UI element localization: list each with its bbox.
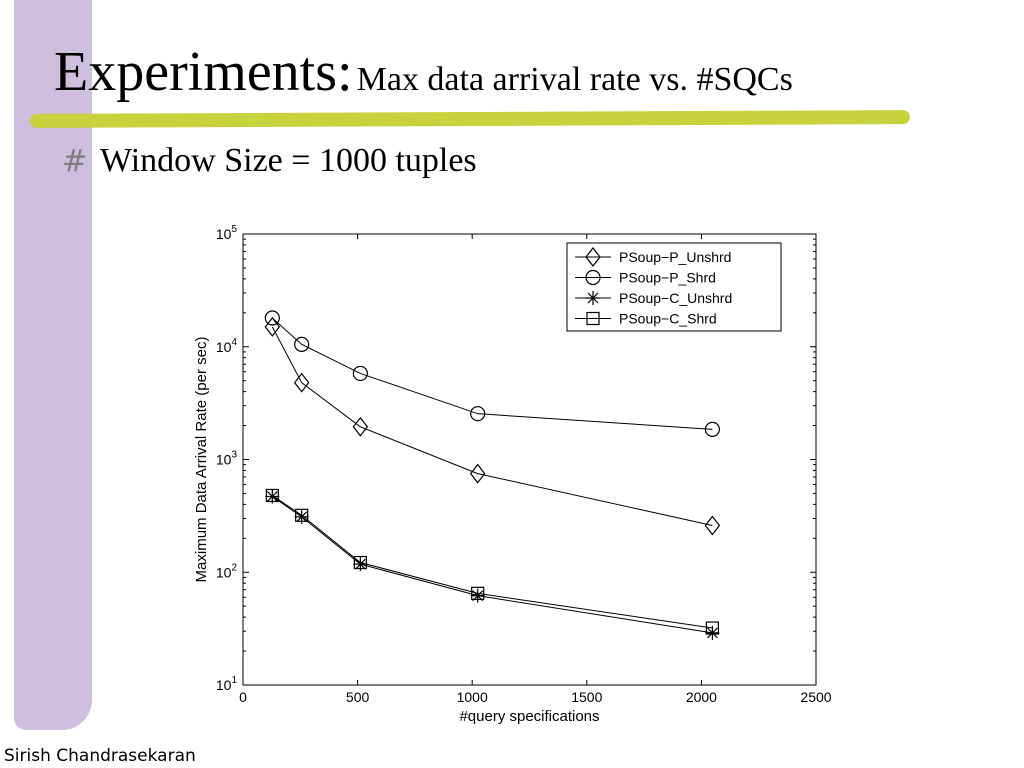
- y-tick-label: 104: [216, 337, 238, 355]
- data-point: [294, 336, 310, 352]
- data-point: [353, 557, 368, 572]
- data-point: [293, 372, 310, 393]
- y-tick-label: 102: [216, 562, 238, 580]
- legend-marker: [585, 269, 601, 286]
- x-tick-label: 500: [346, 689, 370, 705]
- legend-marker: [586, 291, 600, 305]
- data-point: [470, 406, 486, 422]
- legend-label: PSoup−C_Shrd: [619, 311, 717, 327]
- data-point: [295, 508, 309, 522]
- bullet-item: # Window Size = 1000 tuples: [62, 142, 477, 180]
- series-line-1: [271, 326, 713, 526]
- legend-marker: [585, 247, 601, 267]
- data-point: [352, 416, 369, 437]
- data-point: [705, 621, 720, 635]
- series-line-2: [272, 317, 713, 430]
- data-point: [294, 509, 309, 524]
- data-point: [704, 421, 721, 437]
- slide-title: Experiments: Max data arrival rate vs. #…: [54, 40, 793, 104]
- title-subtitle: Max data arrival rate vs. #SQCs: [356, 61, 793, 98]
- data-point: [469, 463, 486, 484]
- legend-box: [566, 242, 782, 332]
- x-tick-label: 2000: [686, 689, 717, 705]
- data-point: [705, 625, 720, 640]
- title-main: Experiments:: [54, 41, 353, 103]
- x-tick-label: 2500: [800, 689, 831, 705]
- chart-svg: 0 500 1000 1500 2000 2500 101 102 103 104 105 #quer…: [193, 224, 832, 725]
- footer-author: Sirish Chandrasekaran: [4, 746, 196, 766]
- hash-bullet-icon: #: [62, 144, 88, 179]
- title-underline: [29, 110, 911, 128]
- x-tick-label: 1500: [571, 689, 602, 705]
- data-point: [265, 489, 280, 504]
- data-point: [470, 588, 485, 603]
- data-point: [265, 488, 279, 503]
- data-point: [264, 310, 280, 326]
- data-point: [352, 365, 368, 382]
- legend-label: PSoup−P_Shrd: [619, 270, 716, 286]
- bullet-text: Window Size = 1000 tuples: [100, 142, 477, 179]
- legend-label: PSoup−P_Unshrd: [619, 249, 731, 265]
- y-tick-label: 105: [216, 224, 238, 242]
- legend-label: PSoup−C_Unshrd: [619, 290, 732, 306]
- y-axis-label: Maximum Data Arrival Rate (per sec): [193, 337, 210, 583]
- x-tick-label: 1000: [457, 689, 488, 705]
- legend-marker: [586, 311, 600, 326]
- data-point: [353, 555, 367, 570]
- series-line-4: [272, 495, 713, 629]
- chart: 0 500 1000 1500 2000 2500 101 102 103 104 105 #quer…: [180, 218, 840, 728]
- x-axis-label: #query specifications: [459, 708, 599, 725]
- x-tick-label: 0: [239, 689, 247, 705]
- series-line-3: [272, 496, 713, 634]
- data-point: [471, 586, 485, 600]
- y-tick-label: 103: [216, 450, 238, 468]
- data-point: [704, 515, 721, 536]
- decorative-side-bar: [14, 0, 92, 730]
- y-tick-label: 101: [216, 675, 238, 693]
- data-point: [264, 316, 281, 337]
